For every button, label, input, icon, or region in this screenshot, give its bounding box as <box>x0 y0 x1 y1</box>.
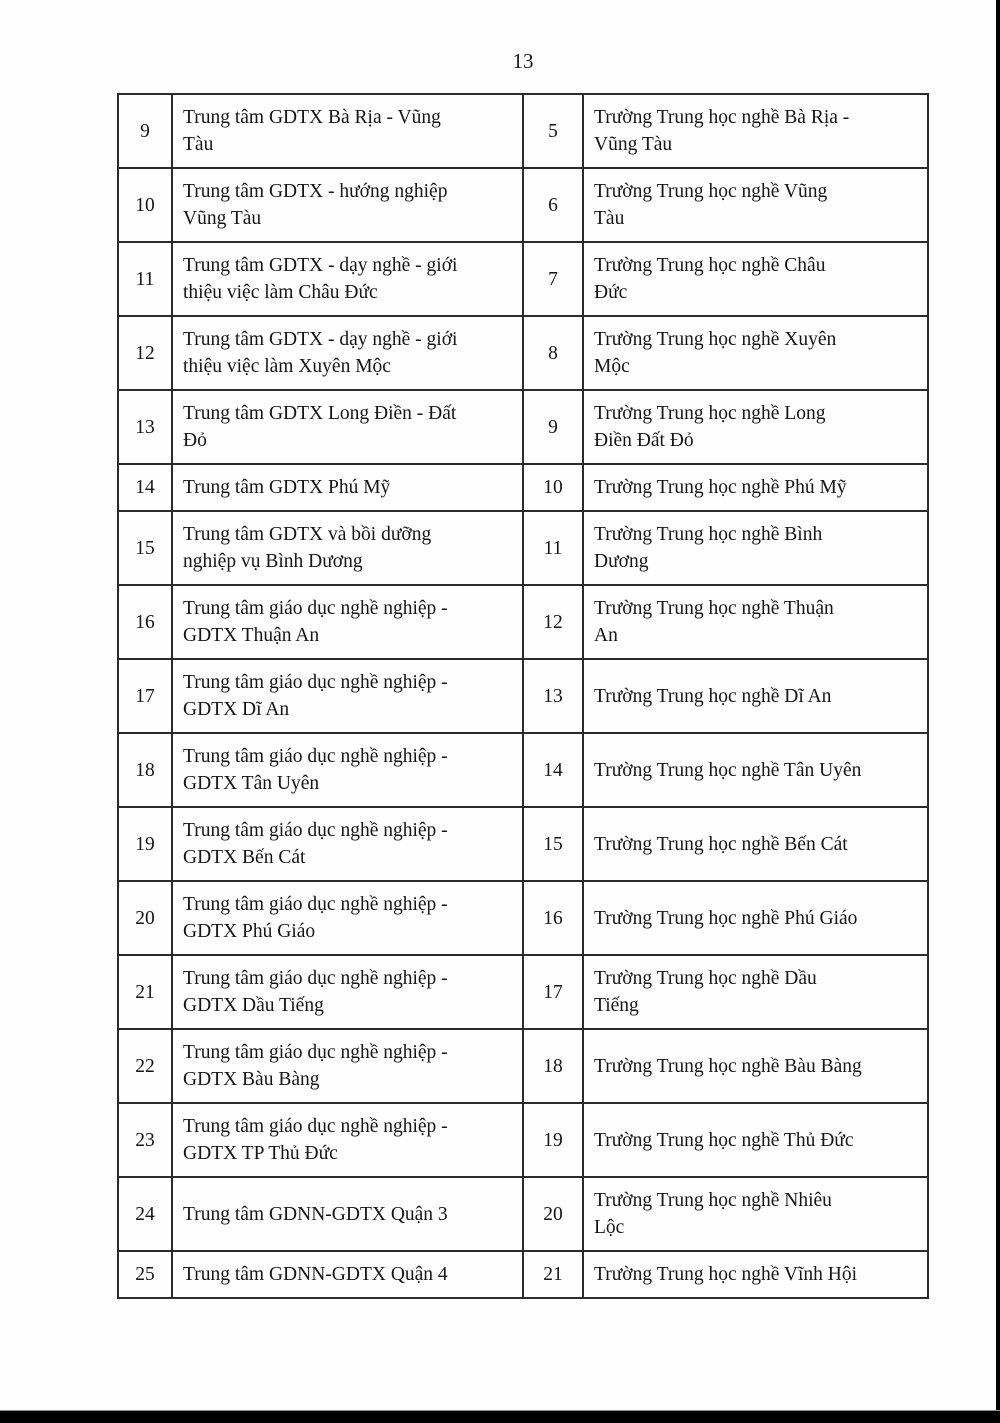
school-name: Trường Trung học nghề Vĩnh Hội <box>582 1250 929 1299</box>
school-name: Trường Trung học nghề Xuyên Mộc <box>582 315 929 391</box>
row-number-right: 16 <box>522 880 584 956</box>
school-name: Trường Trung học nghề Bình Dương <box>582 510 929 586</box>
row-number-right: 5 <box>522 93 584 169</box>
table-row: 16 Trung tâm giáo dục nghề nghiệp - GDTX … <box>117 584 929 660</box>
row-number-right: 10 <box>522 463 584 512</box>
center-name: Trung tâm giáo dục nghề nghiệp - GDTX Dầ… <box>171 954 524 1030</box>
table-row: 18 Trung tâm giáo dục nghề nghiệp - GDTX … <box>117 732 929 808</box>
row-number-right: 6 <box>522 167 584 243</box>
center-name: Trung tâm giáo dục nghề nghiệp - GDTX Th… <box>171 584 524 660</box>
table-row: 20 Trung tâm giáo dục nghề nghiệp - GDTX … <box>117 880 929 956</box>
document-table: 9 Trung tâm GDTX Bà Rịa - Vũng Tàu 5 Trường… <box>117 93 929 1299</box>
row-number-right: 17 <box>522 954 584 1030</box>
table-row: 22 Trung tâm giáo dục nghề nghiệp - GDTX … <box>117 1028 929 1104</box>
table-body: 9 Trung tâm GDTX Bà Rịa - Vũng Tàu 5 Trường… <box>117 93 929 1299</box>
row-number-left: 10 <box>117 167 173 243</box>
school-name: Trường Trung học nghề Phú Mỹ <box>582 463 929 512</box>
row-number-left: 14 <box>117 463 173 512</box>
row-number-left: 12 <box>117 315 173 391</box>
row-number-right: 7 <box>522 241 584 317</box>
school-name: Trường Trung học nghề Nhiêu Lộc <box>582 1176 929 1252</box>
row-number-left: 9 <box>117 93 173 169</box>
school-name: Trường Trung học nghề Bà Rịa - Vũng Tàu <box>582 93 929 169</box>
row-number-left: 11 <box>117 241 173 317</box>
school-name: Trường Trung học nghề Bàu Bàng <box>582 1028 929 1104</box>
row-number-left: 16 <box>117 584 173 660</box>
center-name: Trung tâm giáo dục nghề nghiệp - GDTX Bà… <box>171 1028 524 1104</box>
center-name: Trung tâm GDTX Long Điền - Đất Đỏ <box>171 389 524 465</box>
school-name: Trường Trung học nghề Long Điền Đất Đỏ <box>582 389 929 465</box>
table-row: 14 Trung tâm GDTX Phú Mỹ 10 Trường Trung họ… <box>117 463 929 512</box>
row-number-right: 11 <box>522 510 584 586</box>
school-name: Trường Trung học nghề Thủ Đức <box>582 1102 929 1178</box>
row-number-left: 13 <box>117 389 173 465</box>
table-row: 15 Trung tâm GDTX và bồi dưỡng nghiệp vụ … <box>117 510 929 586</box>
center-name: Trung tâm giáo dục nghề nghiệp - GDTX Tâ… <box>171 732 524 808</box>
school-name: Trường Trung học nghề Tân Uyên <box>582 732 929 808</box>
center-name: Trung tâm giáo dục nghề nghiệp - GDTX Ph… <box>171 880 524 956</box>
table-row: 25 Trung tâm GDNN-GDTX Quận 4 21 Trường Tru… <box>117 1250 929 1299</box>
row-number-left: 24 <box>117 1176 173 1252</box>
row-number-left: 22 <box>117 1028 173 1104</box>
school-name: Trường Trung học nghề Vũng Tàu <box>582 167 929 243</box>
center-name: Trung tâm GDTX Phú Mỹ <box>171 463 524 512</box>
table-row: 19 Trung tâm giáo dục nghề nghiệp - GDTX … <box>117 806 929 882</box>
table-row: 24 Trung tâm GDNN-GDTX Quận 3 20 Trường Tru… <box>117 1176 929 1252</box>
table-row: 21 Trung tâm giáo dục nghề nghiệp - GDTX … <box>117 954 929 1030</box>
row-number-right: 21 <box>522 1250 584 1299</box>
school-name: Trường Trung học nghề Phú Giáo <box>582 880 929 956</box>
table-row: 17 Trung tâm giáo dục nghề nghiệp - GDTX … <box>117 658 929 734</box>
row-number-right: 13 <box>522 658 584 734</box>
row-number-left: 20 <box>117 880 173 956</box>
center-name: Trung tâm GDNN-GDTX Quận 4 <box>171 1250 524 1299</box>
row-number-left: 25 <box>117 1250 173 1299</box>
table-row: 11 Trung tâm GDTX - dạy nghề - giới thiệu… <box>117 241 929 317</box>
row-number-right: 18 <box>522 1028 584 1104</box>
school-name: Trường Trung học nghề Dĩ An <box>582 658 929 734</box>
row-number-left: 17 <box>117 658 173 734</box>
row-number-left: 15 <box>117 510 173 586</box>
row-number-left: 21 <box>117 954 173 1030</box>
row-number-left: 19 <box>117 806 173 882</box>
center-name: Trung tâm GDTX và bồi dưỡng nghiệp vụ Bì… <box>171 510 524 586</box>
school-name: Trường Trung học nghề Châu Đức <box>582 241 929 317</box>
row-number-right: 14 <box>522 732 584 808</box>
center-name: Trung tâm GDTX - hướng nghiệp Vũng Tàu <box>171 167 524 243</box>
table-row: 10 Trung tâm GDTX - hướng nghiệp Vũng Tàu… <box>117 167 929 243</box>
school-name: Trường Trung học nghề Bến Cát <box>582 806 929 882</box>
row-number-right: 8 <box>522 315 584 391</box>
row-number-right: 15 <box>522 806 584 882</box>
center-name: Trung tâm GDTX Bà Rịa - Vũng Tàu <box>171 93 524 169</box>
row-number-right: 9 <box>522 389 584 465</box>
school-name: Trường Trung học nghề Thuận An <box>582 584 929 660</box>
center-name: Trung tâm GDNN-GDTX Quận 3 <box>171 1176 524 1252</box>
row-number-left: 18 <box>117 732 173 808</box>
table-row: 12 Trung tâm GDTX - dạy nghề - giới thiệu… <box>117 315 929 391</box>
row-number-right: 19 <box>522 1102 584 1178</box>
center-name: Trung tâm GDTX - dạy nghề - giới thiệu v… <box>171 241 524 317</box>
row-number-right: 12 <box>522 584 584 660</box>
table-row: 23 Trung tâm giáo dục nghề nghiệp - GDTX … <box>117 1102 929 1178</box>
school-name: Trường Trung học nghề Dầu Tiếng <box>582 954 929 1030</box>
center-name: Trung tâm giáo dục nghề nghiệp - GDTX TP… <box>171 1102 524 1178</box>
scan-edge-right <box>996 0 1000 1423</box>
center-name: Trung tâm giáo dục nghề nghiệp - GDTX Bế… <box>171 806 524 882</box>
row-number-right: 20 <box>522 1176 584 1252</box>
center-name: Trung tâm GDTX - dạy nghề - giới thiệu v… <box>171 315 524 391</box>
row-number-left: 23 <box>117 1102 173 1178</box>
center-name: Trung tâm giáo dục nghề nghiệp - GDTX Dĩ… <box>171 658 524 734</box>
table-row: 13 Trung tâm GDTX Long Điền - Đất Đỏ 9 Trườ… <box>117 389 929 465</box>
scan-edge-bottom <box>0 1410 1000 1423</box>
page-number: 13 <box>512 49 534 73</box>
table-row: 9 Trung tâm GDTX Bà Rịa - Vũng Tàu 5 Trường… <box>117 93 929 169</box>
